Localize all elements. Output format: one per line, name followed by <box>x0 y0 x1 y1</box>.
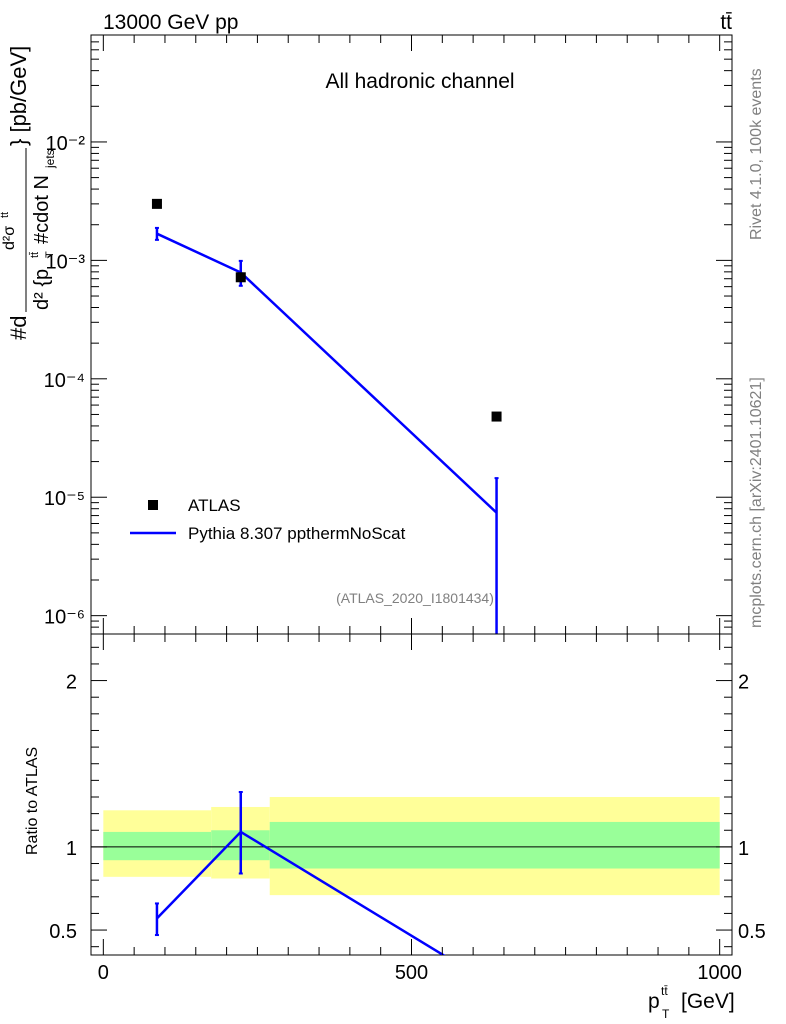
ratio-ytick-label-right: 0.5 <box>738 921 766 943</box>
svg-text:jets: jets <box>43 149 57 169</box>
main-ytick-label: 10⁻⁵ <box>44 488 85 510</box>
ratio-ytick-label-right: 2 <box>738 672 749 694</box>
main-ytick-label: 10⁻³ <box>46 251 86 273</box>
svg-text:d²σ: d²σ <box>1 226 18 250</box>
xtick-label: 0 <box>98 962 109 984</box>
ratio-ylabel: Ratio to ATLAS <box>24 747 41 855</box>
main-ylabel: #d d²σ tt̄ d² {p tt̄ T #cdot N jets } [p… <box>0 46 57 340</box>
analysis-tag: (ATLAS_2020_I1801434) <box>336 590 494 606</box>
mcplots-label: mcplots.cern.ch [arXiv:2401.10621] <box>748 377 765 628</box>
legend-pythia-label: Pythia 8.307 ppthermNoScat <box>188 524 406 543</box>
ratio-inner-band <box>269 821 720 869</box>
svg-text:#d: #d <box>6 316 31 340</box>
main-frame <box>90 34 733 635</box>
svg-text:} [pb/GeV]: } [pb/GeV] <box>6 46 31 146</box>
process-label: tt̄ <box>720 11 732 34</box>
atlas-point <box>151 198 162 209</box>
main-panel <box>90 34 733 635</box>
svg-text:d² {p: d² {p <box>31 269 53 310</box>
ratio-ytick-label: 1 <box>66 838 77 860</box>
ratio-axes: 0.5 0.5 1 1 2 2 0 500 1000 <box>49 634 766 984</box>
main-title: All hadronic channel <box>325 70 514 93</box>
xtick-label: 1000 <box>697 962 742 984</box>
svg-text:#cdot N: #cdot N <box>31 175 53 244</box>
legend-atlas-label: ATLAS <box>188 496 241 515</box>
ratio-ytick-label: 0.5 <box>49 921 77 943</box>
ratio-panel <box>90 633 733 956</box>
main-ytick-label: 10⁻⁶ <box>44 607 85 629</box>
main-data <box>151 198 502 634</box>
main-ytick-label: 10⁻² <box>46 133 86 155</box>
ratio-frame <box>90 633 733 956</box>
svg-text:[GeV]: [GeV] <box>681 990 735 1013</box>
ratio-ytick-label-right: 1 <box>738 838 749 860</box>
legend: ATLAS Pythia 8.307 ppthermNoScat <box>130 496 406 543</box>
svg-text:tt̄: tt̄ <box>29 252 41 258</box>
atlas-point <box>491 411 502 422</box>
ratio-ytick-label: 2 <box>66 672 77 694</box>
ratio-series-group <box>154 791 446 955</box>
legend-atlas-marker <box>148 500 158 510</box>
xtick-label: 500 <box>395 962 428 984</box>
main-axes: 10⁻² 10⁻³ 10⁻⁴ 10⁻⁵ 10⁻⁶ <box>44 34 732 635</box>
main-ytick-label: 10⁻⁴ <box>44 370 85 392</box>
svg-text:p: p <box>648 990 660 1013</box>
svg-text:T: T <box>662 1007 670 1021</box>
ratio-inner-band <box>103 831 212 861</box>
svg-text:T: T <box>44 251 56 258</box>
xlabel: p tt̄ T [GeV] <box>648 984 735 1021</box>
energy-label: 13000 GeV pp <box>103 11 238 34</box>
atlas-point <box>235 272 246 283</box>
rivet-label: Rivet 4.1.0, 100k events <box>748 68 765 240</box>
ratio-data <box>154 791 446 955</box>
svg-text:tt̄: tt̄ <box>661 984 668 998</box>
svg-text:tt̄: tt̄ <box>0 212 11 218</box>
